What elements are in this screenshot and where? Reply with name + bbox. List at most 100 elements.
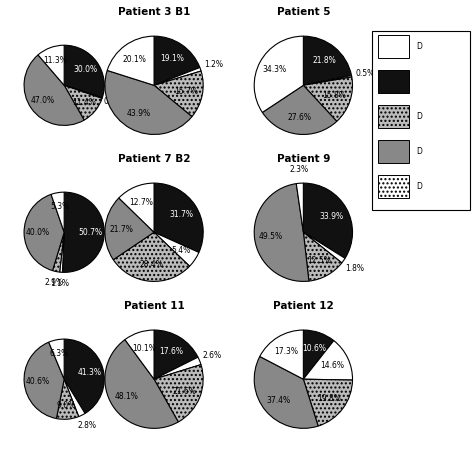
Text: 1.2%: 1.2% (204, 60, 223, 69)
Title: Patient 11: Patient 11 (124, 301, 184, 310)
Text: 47.0%: 47.0% (30, 96, 55, 105)
FancyBboxPatch shape (378, 105, 410, 128)
Wedge shape (105, 339, 178, 428)
Wedge shape (254, 36, 303, 112)
Wedge shape (64, 45, 104, 98)
Text: 12.7%: 12.7% (129, 198, 154, 207)
Text: 19.1%: 19.1% (160, 54, 184, 63)
Text: 2.9%: 2.9% (44, 278, 64, 287)
Text: 40.6%: 40.6% (26, 377, 50, 386)
Text: 28.4%: 28.4% (139, 260, 163, 269)
Text: 21.6%: 21.6% (172, 387, 196, 396)
Wedge shape (154, 330, 198, 379)
Wedge shape (64, 339, 104, 413)
Wedge shape (154, 71, 203, 117)
Wedge shape (303, 232, 342, 281)
Wedge shape (105, 198, 154, 260)
Text: D: D (417, 182, 422, 191)
Text: 2.8%: 2.8% (77, 421, 96, 430)
Text: 21.7%: 21.7% (110, 225, 134, 234)
Title: Patient 9: Patient 9 (277, 154, 330, 164)
FancyBboxPatch shape (378, 35, 410, 58)
Text: 15.8%: 15.8% (322, 91, 346, 100)
Text: D: D (417, 112, 422, 121)
FancyBboxPatch shape (378, 70, 410, 93)
Text: 17.6%: 17.6% (159, 347, 183, 356)
Wedge shape (303, 36, 352, 85)
Text: 48.1%: 48.1% (115, 392, 139, 401)
Text: 0.5%: 0.5% (356, 69, 375, 78)
Wedge shape (60, 232, 64, 273)
Wedge shape (24, 55, 84, 126)
Text: 12.5%: 12.5% (307, 256, 331, 265)
Text: 0.3%: 0.3% (103, 97, 122, 106)
Text: 27.6%: 27.6% (288, 113, 311, 122)
Text: 11.4%: 11.4% (73, 98, 97, 107)
Title: Patient 12: Patient 12 (273, 301, 334, 310)
Text: 19.8%: 19.8% (318, 394, 341, 403)
Text: 37.4%: 37.4% (266, 395, 291, 404)
Wedge shape (303, 379, 353, 426)
Text: 21.8%: 21.8% (312, 55, 336, 64)
Text: 2.6%: 2.6% (203, 351, 222, 360)
Text: 1.1%: 1.1% (51, 279, 70, 288)
Wedge shape (154, 232, 199, 266)
Wedge shape (154, 36, 200, 85)
Wedge shape (254, 356, 318, 428)
Title: Patient 3 B1: Patient 3 B1 (118, 7, 190, 17)
Wedge shape (154, 365, 203, 422)
Wedge shape (107, 36, 154, 85)
Wedge shape (24, 342, 64, 419)
Text: D: D (417, 42, 422, 51)
Text: 34.3%: 34.3% (263, 65, 287, 74)
Text: 33.9%: 33.9% (319, 212, 344, 221)
Wedge shape (303, 232, 345, 263)
Wedge shape (154, 183, 203, 253)
Text: 6.3%: 6.3% (49, 349, 69, 358)
Text: 50.7%: 50.7% (79, 228, 103, 237)
Wedge shape (113, 232, 190, 282)
Wedge shape (303, 341, 353, 380)
Text: 31.7%: 31.7% (169, 210, 193, 219)
Wedge shape (53, 232, 64, 272)
Wedge shape (263, 85, 337, 135)
FancyBboxPatch shape (378, 175, 410, 198)
Wedge shape (303, 75, 352, 85)
Wedge shape (64, 85, 102, 99)
Wedge shape (254, 183, 309, 282)
Title: Patient 7 B2: Patient 7 B2 (118, 154, 190, 164)
Wedge shape (49, 339, 64, 379)
Text: 10.6%: 10.6% (302, 344, 326, 353)
Text: 41.3%: 41.3% (78, 367, 101, 376)
Wedge shape (64, 85, 102, 120)
Wedge shape (154, 357, 201, 379)
Wedge shape (303, 330, 334, 379)
FancyBboxPatch shape (378, 140, 410, 163)
Wedge shape (56, 379, 79, 419)
Title: Patient 5: Patient 5 (277, 7, 330, 17)
Wedge shape (154, 67, 201, 85)
Text: 14.6%: 14.6% (321, 361, 345, 370)
Wedge shape (64, 379, 85, 417)
Text: 11.3%: 11.3% (43, 56, 67, 65)
Text: D: D (417, 147, 422, 156)
Text: 30.0%: 30.0% (73, 65, 98, 74)
Text: 43.9%: 43.9% (127, 109, 151, 118)
Text: 5.3%: 5.3% (50, 201, 69, 210)
Wedge shape (303, 77, 353, 121)
Text: 10.1%: 10.1% (132, 344, 156, 353)
FancyBboxPatch shape (372, 31, 470, 210)
Wedge shape (296, 183, 303, 232)
Wedge shape (24, 194, 64, 271)
Wedge shape (63, 192, 104, 273)
Wedge shape (303, 183, 353, 258)
Text: 20.1%: 20.1% (123, 55, 147, 64)
Text: 15.7%: 15.7% (174, 87, 198, 96)
Text: 9.0%: 9.0% (57, 401, 76, 410)
Text: 2.3%: 2.3% (289, 165, 309, 174)
Text: 1.8%: 1.8% (345, 264, 364, 273)
Wedge shape (105, 71, 192, 135)
Wedge shape (260, 330, 303, 379)
Text: 40.0%: 40.0% (26, 228, 50, 237)
Text: 49.5%: 49.5% (259, 232, 283, 241)
